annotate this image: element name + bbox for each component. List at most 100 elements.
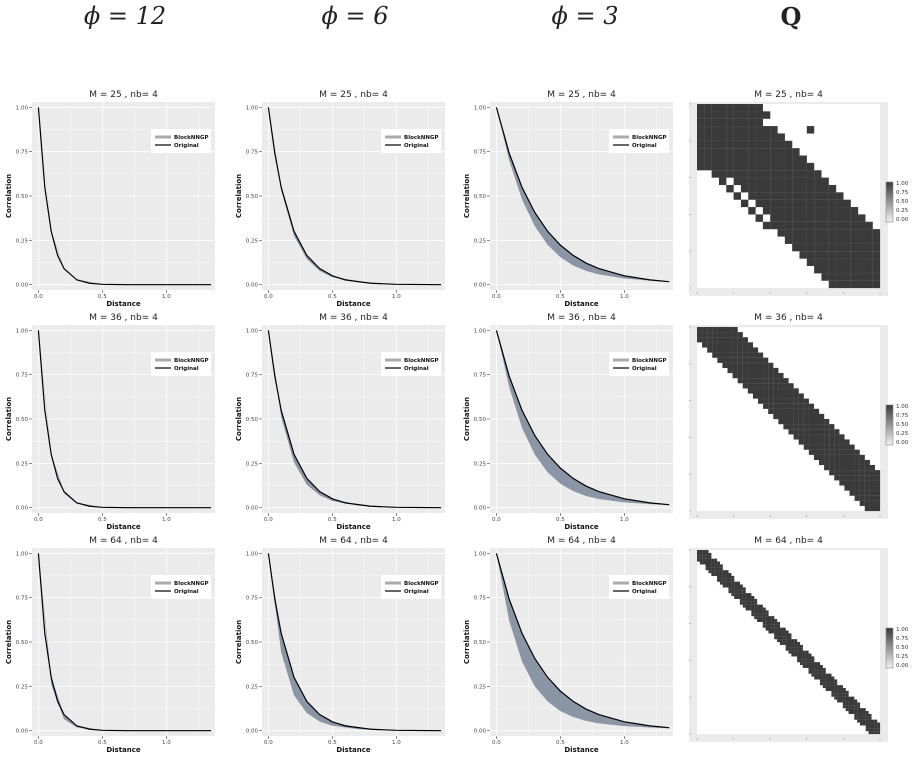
matrix-cell xyxy=(821,258,829,267)
matrix-cell xyxy=(839,465,845,471)
legend-box xyxy=(609,129,669,153)
matrix-cell xyxy=(740,199,749,208)
matrix-cell xyxy=(794,639,798,643)
matrix-cell xyxy=(784,192,793,200)
matrix-cell xyxy=(813,413,820,420)
matrix-cell xyxy=(793,429,799,435)
matrix-cell xyxy=(717,570,720,574)
matrix-cell xyxy=(782,639,786,643)
matrix-cell xyxy=(755,126,763,134)
matrix-cell xyxy=(737,342,743,348)
matrix-cell xyxy=(824,444,830,450)
legend-label-blocknngp: BlockNNGP xyxy=(404,135,439,141)
matrix-cell xyxy=(798,424,804,430)
matrix-cell xyxy=(755,170,763,178)
matrix-cell xyxy=(768,393,774,399)
matrix-cell xyxy=(849,490,855,496)
matrix-cell xyxy=(727,352,733,358)
legend-box xyxy=(151,352,211,376)
y-tick-label: 0.00 xyxy=(246,506,259,512)
matrix-cell xyxy=(848,711,852,714)
matrix-cell xyxy=(697,332,703,338)
matrix-cell xyxy=(747,357,754,363)
matrix-cell xyxy=(783,424,789,430)
matrix-cell xyxy=(799,155,807,163)
matrix-cell xyxy=(806,251,815,259)
matrix-cell xyxy=(792,192,800,200)
matrix-cell xyxy=(773,413,779,420)
panel-title: M = 25 , nb= 4 xyxy=(319,90,388,100)
matrix-cell xyxy=(758,357,764,363)
legend-label-blocknngp: BlockNNGP xyxy=(174,135,209,141)
matrix-cell xyxy=(799,221,807,230)
matrix-cell xyxy=(872,280,881,289)
matrix-cell xyxy=(814,258,822,267)
matrix-cell xyxy=(740,111,749,119)
matrix-cell xyxy=(828,673,832,677)
matrix-cell xyxy=(808,439,815,445)
matrix-cell xyxy=(844,449,850,455)
matrix-cell xyxy=(732,327,738,333)
matrix-cell xyxy=(768,383,774,389)
matrix-cell xyxy=(777,621,781,625)
matrix-cell xyxy=(874,500,881,506)
matrix-cell xyxy=(825,679,829,683)
matrix-cell xyxy=(839,475,845,481)
x-axis-label: Distance xyxy=(336,300,371,308)
matrix-cell xyxy=(727,342,733,348)
matrix-cell xyxy=(788,388,794,394)
precision-matrix-panel: M = 36 , nb= 4 1.00 0.75 0.50 0.25 0.00 xyxy=(689,313,909,519)
matrix-cell xyxy=(799,659,803,663)
matrix-cell xyxy=(770,162,778,171)
matrix-cell xyxy=(733,111,742,119)
matrix-cell xyxy=(777,636,781,640)
matrix-cell xyxy=(748,148,756,156)
matrix-cell xyxy=(843,236,851,244)
matrix-cell xyxy=(834,679,838,683)
matrix-cell xyxy=(704,148,712,156)
matrix-cell xyxy=(859,719,863,723)
matrix-cell xyxy=(808,653,812,657)
matrix-cell xyxy=(762,619,766,622)
matrix-cell xyxy=(864,505,870,512)
y-tick-label: 0.75 xyxy=(246,373,259,379)
matrix-cell xyxy=(813,408,820,414)
matrix-cell xyxy=(859,470,865,476)
matrix-cell xyxy=(819,429,825,435)
matrix-cell xyxy=(854,490,860,496)
matrix-cell xyxy=(850,258,859,267)
x-tick-label: 0.0 xyxy=(492,517,501,523)
matrix-cell xyxy=(821,243,829,252)
matrix-cell xyxy=(865,229,873,237)
matrix-cell xyxy=(733,192,742,200)
panel-title: M = 64 , nb= 4 xyxy=(754,536,823,546)
matrix-cell xyxy=(762,177,771,186)
matrix-cell xyxy=(845,690,849,694)
legend-box xyxy=(609,575,669,599)
matrix-cell xyxy=(728,573,732,576)
column-header-phi-6: ϕ = 6 xyxy=(321,2,389,30)
matrix-cell xyxy=(714,570,718,574)
matrix-cell xyxy=(828,280,837,289)
matrix-cell xyxy=(777,148,785,156)
matrix-cell xyxy=(708,567,712,571)
matrix-cell xyxy=(712,347,718,353)
matrix-cell xyxy=(702,332,708,338)
matrix-cell xyxy=(763,393,769,399)
matrix-cell xyxy=(705,558,709,562)
matrix-cell xyxy=(752,362,759,368)
matrix-cell xyxy=(819,679,823,683)
matrix-cell xyxy=(788,383,794,389)
y-tick-label: 0.50 xyxy=(474,640,487,646)
matrix-cell xyxy=(850,207,859,215)
matrix-cell xyxy=(828,682,832,686)
matrix-cell xyxy=(850,214,859,222)
matrix-cell xyxy=(865,243,873,252)
x-tick-label: 0.5 xyxy=(328,517,337,523)
matrix-cell xyxy=(697,327,703,333)
matrix-cell xyxy=(717,573,720,576)
matrix-cell xyxy=(864,485,870,491)
matrix-cell xyxy=(762,199,771,208)
x-axis-label: Distance xyxy=(336,523,371,531)
matrix-cell xyxy=(740,126,749,134)
